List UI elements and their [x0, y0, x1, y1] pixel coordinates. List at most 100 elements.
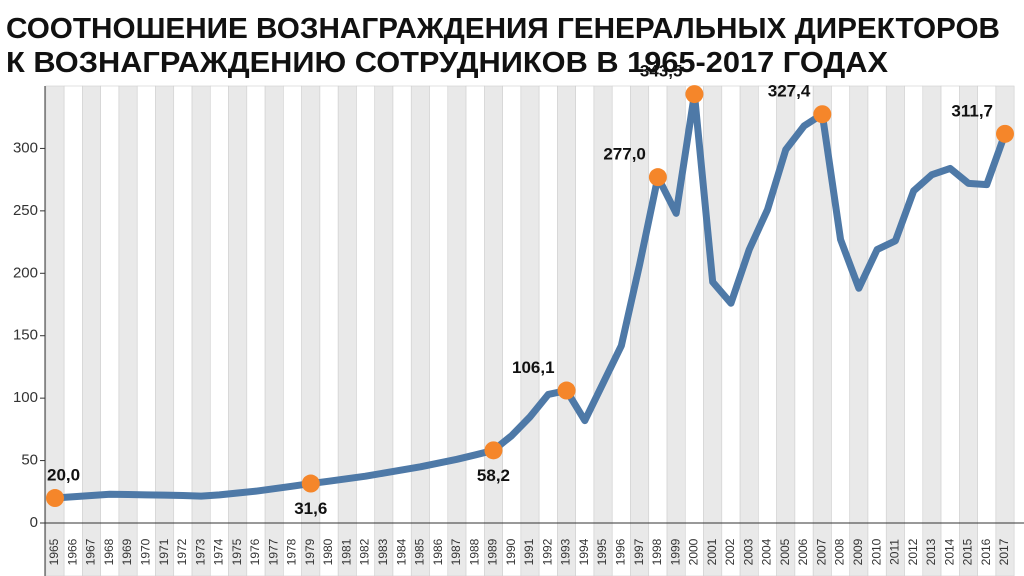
column-band [794, 85, 814, 576]
x-tick-label: 1985 [413, 538, 427, 565]
x-tick-label: 1968 [102, 538, 116, 565]
column-band [392, 85, 412, 576]
column-band [648, 85, 668, 576]
x-tick-label: 2017 [997, 538, 1011, 565]
highlight-point [301, 474, 320, 493]
highlight-point [46, 489, 64, 508]
x-tick-label: 1975 [230, 538, 244, 565]
x-tick-label: 1972 [175, 538, 189, 565]
x-tick-label: 1994 [577, 538, 591, 565]
x-tick-label: 1990 [504, 538, 518, 565]
x-tick-label: 1997 [632, 538, 646, 565]
x-tick-label: 2013 [924, 538, 938, 565]
column-band [538, 85, 558, 576]
x-tick-label: 1984 [394, 538, 408, 565]
highlight-point [484, 441, 503, 460]
y-tick-label: 100 [13, 389, 38, 406]
column-band [191, 85, 211, 576]
chart-title: К ВОЗНАГРАЖДЕНИЮ СОТРУДНИКОВ В 1965-2017… [6, 47, 889, 79]
background-bands [45, 85, 1015, 576]
column-band [849, 85, 869, 576]
highlight-point [996, 124, 1014, 143]
x-tick-label: 2002 [723, 538, 737, 565]
y-tick-label: 150 [13, 327, 38, 344]
column-band [904, 85, 924, 576]
data-line [54, 90, 1009, 502]
chart-title: СООТНОШЕНИЕ ВОЗНАГРАЖДЕНИЯ ГЕНЕРАЛЬНЫХ Д… [6, 13, 1000, 45]
value-label: 277,0 [603, 145, 646, 164]
column-band [885, 85, 905, 576]
x-tick-label: 1989 [486, 538, 500, 565]
column-band [337, 85, 357, 576]
x-tick-label: 1986 [431, 538, 445, 565]
x-tick-label: 1973 [193, 538, 207, 565]
column-band [447, 85, 467, 576]
column-band [374, 85, 394, 576]
x-tick-label: 2006 [796, 538, 810, 565]
x-tick-label: 2010 [869, 538, 883, 565]
value-label: 20,0 [47, 466, 80, 485]
column-band [100, 85, 120, 576]
x-tick-label: 2008 [833, 538, 847, 565]
x-tick-label: 1979 [303, 538, 317, 565]
value-label: 311,7 [951, 101, 993, 120]
x-tick-label: 1998 [650, 538, 664, 565]
x-tick-label: 1977 [266, 538, 280, 565]
column-band [118, 85, 138, 576]
y-tick-label: 0 [30, 514, 38, 531]
x-tick-label: 2005 [778, 538, 792, 565]
column-band [831, 85, 851, 576]
x-tick-label: 2011 [888, 539, 902, 565]
column-band [465, 85, 485, 576]
column-band [356, 85, 376, 576]
column-band [228, 85, 248, 576]
x-tick-label: 1983 [376, 538, 390, 565]
x-tick-label: 1970 [139, 538, 153, 565]
y-tick-label: 50 [21, 452, 38, 469]
x-tick-label: 2015 [961, 538, 975, 565]
x-tick-label: 1980 [321, 538, 335, 565]
x-tick-label: 1991 [522, 538, 536, 565]
column-band [575, 85, 595, 576]
highlight-point [813, 105, 832, 124]
column-band [703, 85, 723, 576]
column-band [520, 85, 540, 576]
x-tick-label: 2004 [760, 538, 774, 565]
x-tick-label: 2000 [687, 538, 701, 565]
x-tick-label: 1969 [120, 538, 134, 565]
column-band [721, 85, 741, 576]
y-tick-label: 200 [13, 264, 38, 281]
highlight-point [685, 85, 704, 104]
column-band [484, 85, 503, 576]
x-tick-label: 2009 [851, 538, 865, 565]
column-band [739, 85, 759, 576]
x-tick-label: 1976 [248, 538, 262, 565]
column-band [173, 85, 193, 576]
value-label: 327,4 [768, 82, 811, 101]
column-band [995, 85, 1015, 576]
column-band [82, 85, 101, 576]
x-tick-label: 2001 [705, 538, 719, 565]
x-tick-label: 1967 [84, 538, 98, 565]
y-tick-label: 250 [13, 202, 38, 219]
x-tick-label: 2007 [814, 538, 828, 565]
column-band [209, 85, 229, 576]
column-band [959, 85, 978, 576]
x-tick-label: 1978 [285, 538, 299, 565]
column-band [940, 85, 960, 576]
value-label: 343,5 [640, 62, 683, 81]
x-tick-label: 1971 [157, 538, 171, 565]
column-band [502, 85, 522, 576]
x-tick-label: 1974 [212, 538, 226, 565]
column-band [136, 85, 156, 576]
highlight-point [557, 381, 576, 400]
value-label: 106,1 [512, 358, 555, 377]
column-band [264, 85, 284, 576]
column-band [246, 85, 266, 576]
x-tick-label: 1996 [614, 538, 628, 565]
x-tick-label: 1992 [540, 538, 554, 565]
column-band [557, 85, 576, 576]
column-band [63, 85, 83, 576]
x-tick-label: 1987 [449, 538, 463, 565]
